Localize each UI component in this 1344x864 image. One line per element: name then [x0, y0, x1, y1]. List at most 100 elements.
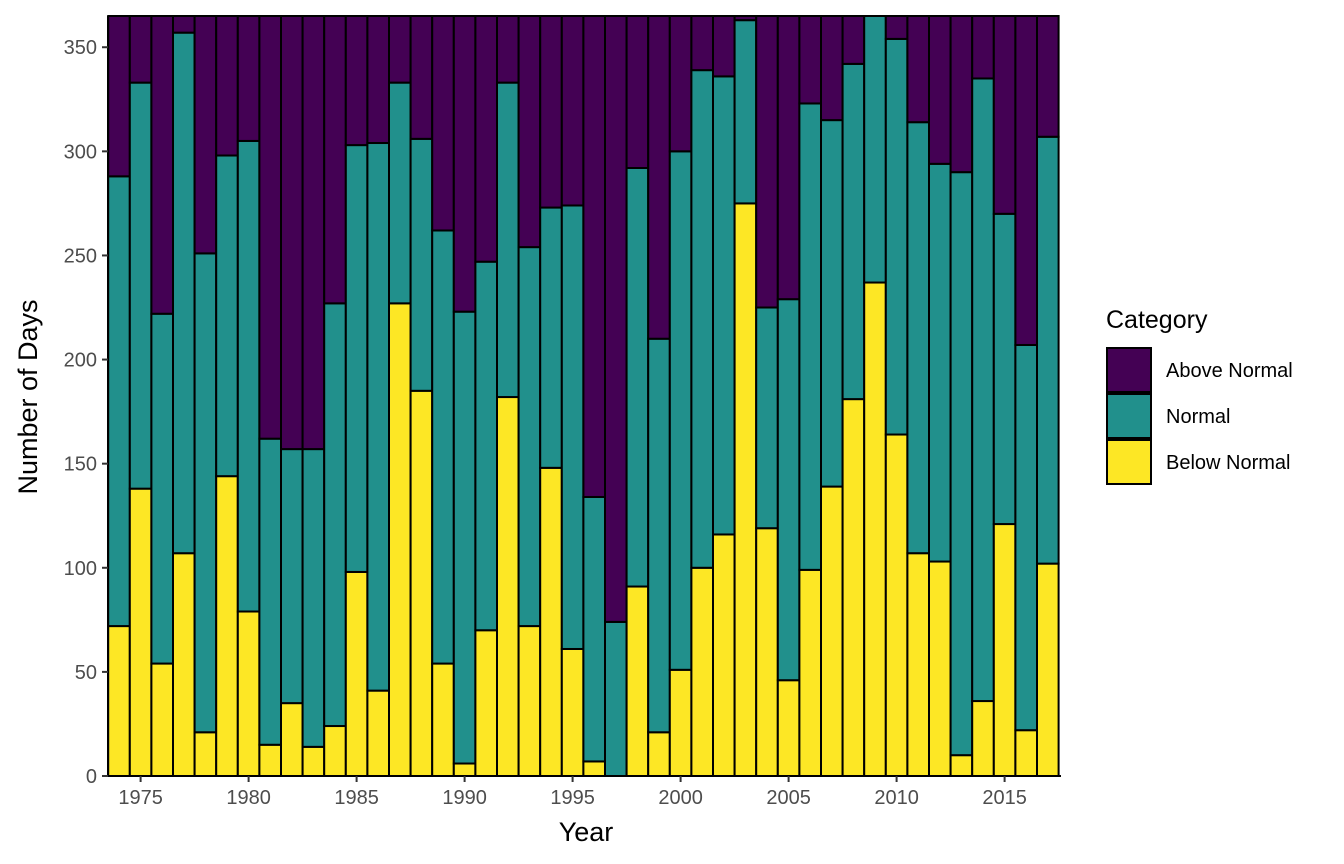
bar-1987-above-normal: [388, 15, 412, 84]
bar-1990-below-normal: [452, 762, 477, 778]
y-tick-label-250: 250: [64, 245, 97, 267]
bar-2005-above-normal: [776, 15, 801, 301]
bar-2009-below-normal: [863, 281, 887, 777]
bar-1982-below-normal: [280, 702, 304, 777]
bar-2008-below-normal: [841, 398, 866, 777]
y-tick-label-100: 100: [64, 558, 97, 580]
bar-1976-above-normal: [150, 15, 174, 315]
bar-1986-below-normal: [366, 689, 390, 778]
bar-1991-above-normal: [474, 15, 498, 263]
bar-2013-above-normal: [949, 15, 974, 174]
bar-1991-normal: [474, 260, 498, 632]
bar-1986-normal: [366, 142, 390, 692]
x-tick-label-2000: 2000: [658, 787, 703, 809]
bar-2004-normal: [755, 306, 779, 530]
x-tick-label-1990: 1990: [442, 787, 487, 809]
bar-1976-below-normal: [150, 662, 174, 777]
bar-1981-below-normal: [258, 743, 282, 778]
bar-1983-normal: [301, 448, 326, 748]
bar-1999-above-normal: [647, 15, 671, 340]
bar-2015-above-normal: [992, 15, 1017, 215]
bar-1977-above-normal: [172, 15, 196, 34]
bar-2006-above-normal: [798, 15, 823, 105]
y-tick-label-150: 150: [64, 454, 97, 476]
bar-2012-above-normal: [928, 15, 952, 165]
bar-1987-normal: [388, 81, 412, 305]
legend: Category Above Normal Normal Below Normal: [1106, 306, 1293, 485]
bar-1996-below-normal: [582, 760, 607, 777]
bar-1984-normal: [323, 302, 347, 728]
bar-1980-above-normal: [236, 15, 261, 142]
bar-1974-below-normal: [107, 625, 131, 778]
bar-1989-normal: [431, 229, 455, 665]
legend-label-below-normal: Below Normal: [1166, 452, 1290, 474]
bar-1988-above-normal: [409, 15, 434, 140]
bar-1993-below-normal: [517, 625, 542, 778]
legend-key-above-normal: [1106, 347, 1152, 393]
bar-2016-normal: [1014, 343, 1039, 732]
bar-1980-normal: [236, 139, 261, 613]
bar-1976-normal: [150, 312, 174, 665]
bar-2011-normal: [906, 121, 931, 555]
bar-1987-below-normal: [388, 302, 412, 777]
bar-1975-below-normal: [128, 487, 153, 777]
bar-2000-normal: [668, 150, 693, 671]
bar-1981-normal: [258, 437, 282, 746]
x-tick-label-2005: 2005: [766, 787, 811, 809]
axes: 0 50 100 150 200 250 300 350 1975 1980 1985 1990 199…: [64, 16, 1061, 809]
bar-2003-above-normal: [733, 15, 758, 22]
bar-1985-normal: [344, 144, 369, 573]
bar-1989-below-normal: [431, 662, 455, 777]
legend-label-normal: Normal: [1166, 406, 1230, 428]
bar-2017-below-normal: [1036, 562, 1060, 777]
x-tick-label-1985: 1985: [334, 787, 379, 809]
bar-2005-below-normal: [776, 679, 801, 777]
bar-2015-normal: [992, 212, 1017, 526]
legend-key-below-normal: [1106, 439, 1152, 485]
bar-1997-above-normal: [604, 15, 628, 623]
bar-2011-above-normal: [906, 15, 931, 124]
bar-1994-normal: [539, 206, 563, 469]
y-tick-label-200: 200: [64, 350, 97, 372]
bar-1985-above-normal: [344, 15, 369, 147]
bar-1983-below-normal: [301, 745, 326, 777]
bar-1989-above-normal: [431, 15, 455, 232]
bar-2003-below-normal: [733, 202, 758, 777]
bar-1984-below-normal: [323, 725, 347, 778]
bar-2008-above-normal: [841, 15, 866, 65]
bar-2013-below-normal: [949, 754, 974, 777]
bar-2002-above-normal: [712, 15, 736, 78]
bar-2012-below-normal: [928, 560, 952, 778]
bar-2010-below-normal: [884, 433, 909, 777]
bar-2017-above-normal: [1036, 15, 1060, 138]
bar-1991-below-normal: [474, 629, 498, 777]
x-axis-title: Year: [559, 817, 614, 847]
y-tick-label-350: 350: [64, 37, 97, 59]
bar-1994-above-normal: [539, 15, 563, 209]
bar-2014-normal: [971, 77, 995, 703]
bar-1979-below-normal: [215, 475, 239, 777]
bar-1986-above-normal: [366, 15, 390, 145]
bar-1990-above-normal: [452, 15, 477, 313]
bar-2002-below-normal: [712, 533, 736, 777]
bar-1974-above-normal: [107, 15, 131, 178]
bar-1994-below-normal: [539, 466, 563, 777]
bar-1977-normal: [172, 31, 196, 555]
bar-1982-normal: [280, 448, 304, 705]
y-tick-label-0: 0: [86, 766, 97, 788]
bar-1988-below-normal: [409, 389, 434, 777]
bar-2014-above-normal: [971, 15, 995, 80]
bar-1990-normal: [452, 310, 477, 765]
bar-1998-above-normal: [625, 15, 650, 169]
legend-title: Category: [1106, 306, 1208, 334]
bar-1979-normal: [215, 154, 239, 478]
bar-1975-normal: [128, 81, 153, 490]
bar-1974-normal: [107, 175, 131, 628]
bar-1980-below-normal: [236, 610, 261, 778]
bar-1992-normal: [496, 81, 520, 399]
x-tick-label-1995: 1995: [550, 787, 595, 809]
bar-2005-normal: [776, 298, 801, 682]
y-tick-label-50: 50: [75, 662, 97, 684]
bar-2006-normal: [798, 102, 823, 571]
bar-1999-normal: [647, 337, 671, 734]
